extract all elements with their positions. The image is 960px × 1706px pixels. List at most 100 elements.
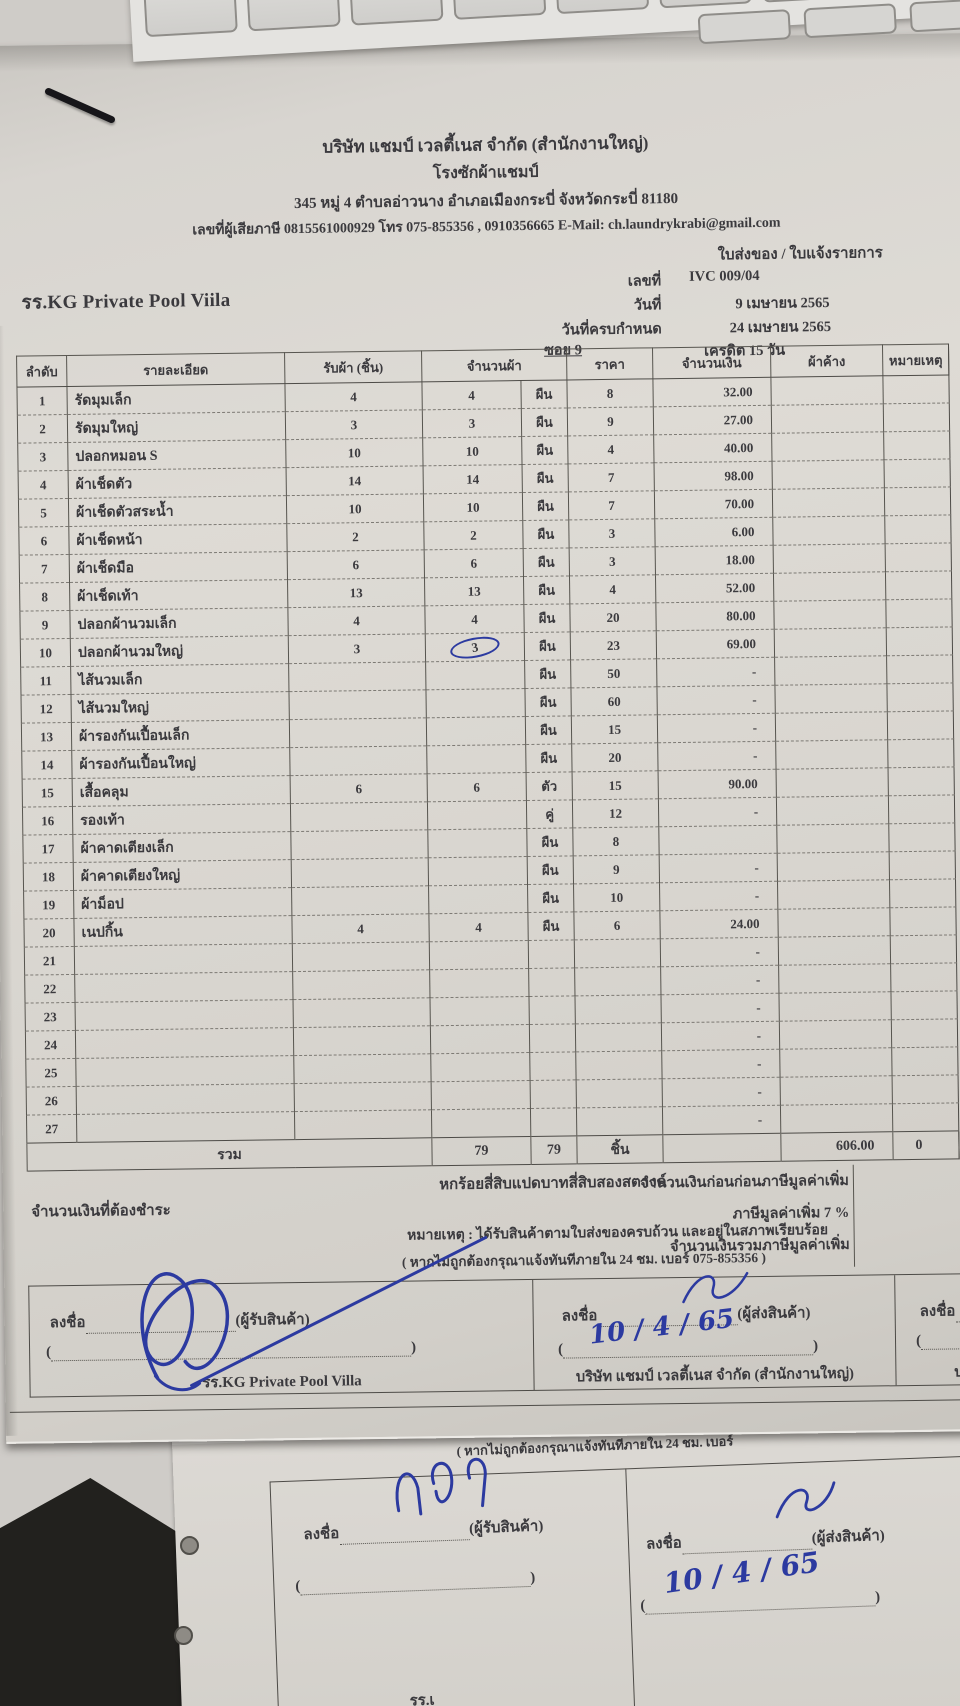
- table-cell: [776, 767, 889, 798]
- column-header: หมายเหตุ: [882, 343, 949, 376]
- table-cell: 70.00: [654, 489, 773, 519]
- table-cell: 27: [26, 1114, 77, 1144]
- copy-box-divider: [625, 1468, 636, 1706]
- table-cell: [529, 1051, 577, 1081]
- table-cell: [775, 711, 888, 742]
- table-cell: ตัว: [526, 771, 573, 801]
- table-cell: 21: [24, 946, 75, 976]
- table-cell: ผืน: [521, 407, 568, 437]
- table-cell: [773, 571, 886, 602]
- table-cell: 7: [19, 554, 70, 584]
- table-cell: -: [656, 685, 776, 715]
- table-cell: -: [658, 797, 777, 827]
- table-cell: [290, 829, 429, 860]
- table-cell: [776, 823, 890, 854]
- table-cell: [74, 971, 294, 1003]
- table-cell: [888, 794, 955, 824]
- table-cell: 3: [422, 408, 522, 438]
- signature-box-issuer: ลงชื่อ(ผู้ออกใบส่ ( บริษัท แชมป์ เวลตี้เ…: [895, 1271, 960, 1385]
- table-cell: [574, 966, 661, 996]
- table-cell: คู่: [526, 799, 573, 829]
- table-cell: ผืน: [527, 883, 574, 913]
- receiver-signature-ink: [140, 1236, 488, 1392]
- table-cell: 9: [573, 854, 660, 884]
- table-cell: [425, 688, 526, 718]
- table-cell: ผืน: [522, 491, 569, 521]
- table-cell: [430, 1052, 531, 1082]
- sender-company: บริษัท แชมป์ เวลตี้เนส จำกัด (สำนักงานให…: [575, 1365, 855, 1386]
- table-cell: 12: [20, 694, 72, 724]
- table-cell: [576, 1078, 663, 1108]
- table-cell: [886, 654, 953, 684]
- signature-section: ลงชื่อ (ผู้รับสินค้า) () รร.KG Private Po…: [28, 1269, 960, 1398]
- table-cell: 25: [25, 1058, 77, 1088]
- issuer-company: บริษัท แชมป์ เวลตี้เนส จำกัด (สำนักงา: [954, 1361, 960, 1381]
- table-cell: รัดมุมใหญ่: [67, 411, 286, 443]
- table-cell: ผืน: [526, 827, 574, 857]
- column-header: รายละเอียด: [66, 352, 285, 387]
- invoice-number-value: IVC 009/04: [688, 267, 760, 285]
- table-cell: 24: [25, 1030, 76, 1060]
- table-cell: 3: [425, 632, 525, 662]
- table-cell: [776, 795, 889, 826]
- table-cell: 4: [284, 381, 423, 412]
- table-cell: 15: [572, 770, 659, 800]
- table-cell: [290, 801, 428, 832]
- table-cell: [291, 885, 429, 916]
- table-cell: 40.00: [653, 433, 773, 463]
- table-cell: 3: [285, 409, 423, 440]
- table-cell: [75, 999, 294, 1031]
- table-cell: 24.00: [659, 909, 779, 939]
- table-cell: 4: [291, 913, 430, 944]
- copy-box-border: [269, 1454, 960, 1483]
- table-cell: ปลอกผ้านวมใหญ่: [70, 635, 289, 667]
- table-cell: [884, 514, 952, 544]
- sign-label: ลงชื่อ: [303, 1525, 340, 1544]
- table-cell: [575, 1050, 663, 1080]
- table-cell: ผืน: [523, 603, 571, 633]
- table-cell: ผืน: [522, 463, 569, 493]
- table-cell: 13: [424, 576, 524, 606]
- table-cell: [288, 689, 427, 720]
- table-cell: 26: [26, 1086, 77, 1116]
- table-cell: [576, 1106, 663, 1136]
- table-cell: -: [661, 1049, 781, 1079]
- table-cell: [891, 1018, 958, 1048]
- table-cell: [575, 1022, 662, 1052]
- total-cell: ชิ้น: [576, 1134, 664, 1164]
- table-cell: 10: [573, 882, 660, 912]
- table-cell: ผ้าคาดเตียงเล็ก: [72, 831, 292, 863]
- due-date-label: วันที่ครบกำหนด: [561, 321, 662, 339]
- table-cell: 2: [423, 520, 524, 550]
- doc-type: ใบส่งของ / ใบแจ้งรายการ: [717, 245, 883, 264]
- table-body: 1 รัดมุมเล็ก 4 4 ผืน 8 32.00 2 รัดมุมใหญ่ 3 3 ผืน 9 2…: [16, 374, 959, 1144]
- table-cell: 11: [20, 666, 71, 696]
- table-cell: [775, 739, 889, 770]
- table-cell: 7: [568, 462, 655, 492]
- table-cell: [530, 1107, 577, 1137]
- table-cell: [289, 717, 427, 748]
- table-cell: [427, 828, 528, 858]
- table-cell: 12: [572, 798, 659, 828]
- table-cell: 13: [21, 722, 72, 752]
- table-cell: [892, 1102, 959, 1132]
- table-cell: [774, 655, 887, 686]
- table-cell: ผ้าเช็ดหน้า: [68, 523, 288, 555]
- table-cell: รองเท้า: [72, 803, 291, 835]
- table-cell: 6.00: [654, 517, 774, 547]
- table-cell: 10: [422, 436, 523, 466]
- copy-sender-sign-line: ลงชื่อ (ผู้ส่งสินค้า): [646, 1523, 886, 1556]
- keyboard-key: [803, 3, 897, 39]
- keyboard-key: [697, 9, 792, 45]
- due-date-value: 24 เมษายน 2565: [729, 318, 832, 337]
- table-cell: -: [660, 993, 780, 1023]
- table-cell: ผืน: [527, 855, 574, 885]
- table-cell: 27.00: [653, 405, 772, 435]
- table-cell: [431, 1080, 531, 1110]
- invoice-paper: บริษัท แชมป์ เวลตี้เนส จำกัด (สำนักงานให…: [0, 33, 960, 1444]
- table-cell: ผืน: [523, 575, 570, 605]
- keyboard-key: [909, 0, 960, 33]
- table-cell: 4: [18, 470, 69, 500]
- sign-dotted-line: [955, 1306, 960, 1323]
